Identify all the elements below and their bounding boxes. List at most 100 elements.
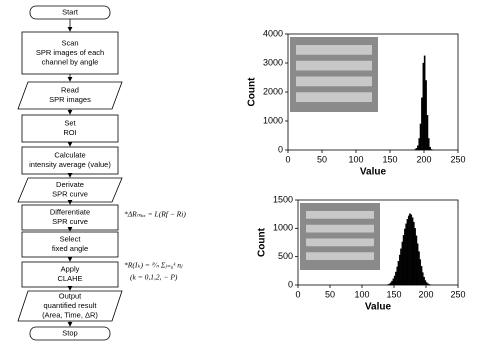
inset-stripe — [296, 45, 372, 55]
hist-bar — [395, 271, 397, 286]
hist-bar — [419, 123, 422, 151]
inset-stripe — [306, 224, 374, 233]
hist-bar — [410, 214, 413, 286]
hist-bar — [407, 215, 410, 286]
hist-bar — [414, 228, 416, 286]
x-tick-label: 0 — [295, 289, 300, 299]
x-tick-label: 250 — [450, 289, 465, 299]
x-tick-label: 200 — [416, 154, 431, 164]
hist-bar — [427, 138, 430, 151]
node-label: Select — [60, 235, 82, 244]
hist-bar — [400, 248, 402, 286]
hist-bar — [392, 278, 395, 286]
x-tick-label: 0 — [285, 154, 290, 164]
annotation: (k = 0,1,2, − P) — [130, 273, 178, 282]
x-tick-label: 50 — [325, 289, 335, 299]
inset-stripe — [296, 92, 372, 102]
hist-bar — [425, 80, 427, 151]
x-axis-label: Value — [360, 167, 387, 178]
node-label: SPR curve — [52, 217, 88, 226]
node-label: Calculate — [54, 151, 85, 160]
hist-bar — [402, 234, 405, 286]
x-tick-label: 150 — [386, 289, 401, 299]
inset-stripe — [296, 60, 372, 71]
x-tick-label: 100 — [348, 154, 363, 164]
y-tick-label: 1000 — [273, 223, 293, 233]
inset-stripe — [306, 252, 374, 260]
hist-bar — [418, 251, 420, 286]
plot-frame — [297, 199, 459, 286]
node-label: Differentiate — [50, 208, 90, 217]
hist-bar — [422, 272, 424, 286]
io-node — [17, 290, 123, 322]
inset-stripe — [306, 211, 374, 219]
node-label: SPR curve — [52, 190, 88, 199]
x-tick-label: 50 — [317, 154, 327, 164]
y-tick-label: 2000 — [263, 86, 283, 96]
node-label: Derivate — [56, 180, 84, 189]
node-label: Output — [59, 291, 82, 300]
hist-bar — [398, 254, 401, 286]
process-node — [21, 204, 119, 231]
node-label: channel by angle — [42, 57, 99, 66]
process-node — [21, 146, 119, 175]
process-node — [21, 231, 119, 258]
node-label: fixed angle — [52, 244, 88, 253]
hist-bar — [423, 55, 426, 151]
hist-bar — [391, 280, 393, 286]
y-tick-label: 0 — [288, 279, 293, 289]
x-axis-label: Value — [365, 302, 392, 313]
node-label: (Area, Time, ΔR) — [42, 310, 98, 319]
y-tick-label: 3000 — [263, 57, 283, 67]
x-tick-label: 100 — [354, 289, 369, 299]
node-label: intensity average (value) — [29, 160, 111, 169]
inset-stripe — [306, 238, 374, 247]
y-tick-label: 1000 — [263, 115, 283, 125]
annotation: *R(Iₖ) = ᴾ⁄ₙ Σⱼ₌₀ᵏ nⱼ — [124, 261, 183, 270]
y-tick-label: 500 — [278, 251, 293, 261]
node-label: Set — [64, 119, 76, 128]
y-tick-label: 4000 — [263, 28, 283, 38]
y-tick-label: 1500 — [273, 194, 293, 204]
y-axis-label: Count — [247, 77, 258, 107]
io-node — [17, 177, 123, 203]
node-label: ROI — [63, 128, 76, 137]
hist-bar — [406, 219, 409, 286]
x-tick-label: 200 — [418, 289, 433, 299]
hist-bar — [423, 276, 425, 286]
node-label: Stop — [62, 328, 77, 337]
node-label: quantified result — [44, 301, 98, 310]
hist-bar — [411, 217, 414, 286]
hist-bar — [420, 266, 423, 286]
hist-bar — [426, 115, 429, 151]
inset-stripe — [296, 76, 372, 87]
node-label: SPR images — [49, 95, 91, 104]
node-label: CLAHE — [57, 274, 82, 283]
process-node — [21, 261, 119, 288]
hist-bar — [405, 223, 407, 286]
hist-bar — [413, 221, 415, 286]
hist-bar — [396, 266, 398, 286]
node-label: Scan — [61, 38, 78, 47]
hist-bar — [421, 97, 423, 151]
node-label: Start — [62, 7, 79, 16]
hist-bar — [429, 146, 431, 151]
x-tick-label: 150 — [382, 154, 397, 164]
hist-bar — [415, 235, 418, 286]
annotation: *ΔRₘₐₓ = L(Rf − Ri) — [124, 210, 186, 219]
hist-bar — [409, 213, 411, 286]
hist-bar — [416, 243, 419, 286]
y-tick-label: 0 — [278, 144, 283, 154]
hist-bar — [397, 261, 400, 286]
hist-bar — [393, 275, 396, 286]
hist-bar — [424, 280, 427, 286]
node-label: SPR images of each — [36, 48, 104, 57]
process-node — [21, 114, 119, 143]
hist-bar — [417, 145, 419, 151]
hist-bar — [404, 228, 406, 286]
hist-bar — [401, 241, 404, 286]
node-label: Apply — [61, 265, 80, 274]
node-label: Read — [61, 86, 79, 95]
terminal-node — [29, 326, 111, 341]
